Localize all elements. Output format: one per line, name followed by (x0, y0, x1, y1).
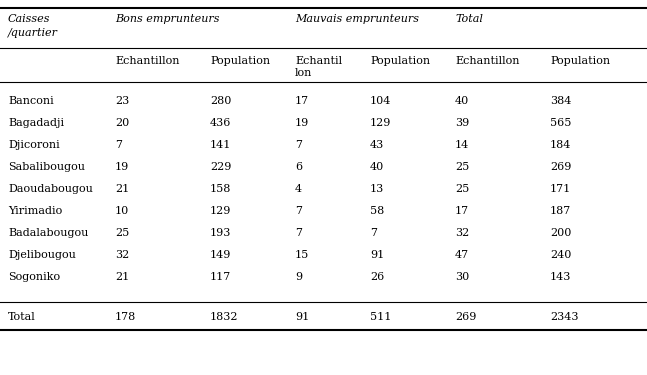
Text: 15: 15 (295, 250, 309, 260)
Text: Echantil: Echantil (295, 56, 342, 66)
Text: 129: 129 (210, 206, 232, 216)
Text: 200: 200 (550, 228, 571, 238)
Text: Mauvais emprunteurs: Mauvais emprunteurs (295, 14, 419, 24)
Text: 141: 141 (210, 140, 232, 150)
Text: 184: 184 (550, 140, 571, 150)
Text: Echantillon: Echantillon (115, 56, 179, 66)
Text: 17: 17 (455, 206, 469, 216)
Text: 6: 6 (295, 162, 302, 172)
Text: 21: 21 (115, 272, 129, 282)
Text: 39: 39 (455, 118, 469, 128)
Text: /quartier: /quartier (8, 28, 58, 38)
Text: 7: 7 (295, 140, 302, 150)
Text: 25: 25 (115, 228, 129, 238)
Text: 9: 9 (295, 272, 302, 282)
Text: 436: 436 (210, 118, 232, 128)
Text: Caisses: Caisses (8, 14, 50, 24)
Text: 187: 187 (550, 206, 571, 216)
Text: 7: 7 (295, 206, 302, 216)
Text: 178: 178 (115, 312, 137, 322)
Text: Population: Population (550, 56, 610, 66)
Text: 26: 26 (370, 272, 384, 282)
Text: 32: 32 (455, 228, 469, 238)
Text: 40: 40 (370, 162, 384, 172)
Text: 10: 10 (115, 206, 129, 216)
Text: 149: 149 (210, 250, 232, 260)
Text: 229: 229 (210, 162, 232, 172)
Text: 19: 19 (115, 162, 129, 172)
Text: 269: 269 (455, 312, 476, 322)
Text: 7: 7 (295, 228, 302, 238)
Text: Total: Total (455, 14, 483, 24)
Text: 240: 240 (550, 250, 571, 260)
Text: 91: 91 (295, 312, 309, 322)
Text: Total: Total (8, 312, 36, 322)
Text: 280: 280 (210, 96, 232, 106)
Text: 47: 47 (455, 250, 469, 260)
Text: Badalabougou: Badalabougou (8, 228, 89, 238)
Text: 7: 7 (115, 140, 122, 150)
Text: 2343: 2343 (550, 312, 578, 322)
Text: 511: 511 (370, 312, 391, 322)
Text: 117: 117 (210, 272, 231, 282)
Text: 19: 19 (295, 118, 309, 128)
Text: Bons emprunteurs: Bons emprunteurs (115, 14, 219, 24)
Text: 25: 25 (455, 162, 469, 172)
Text: 7: 7 (370, 228, 377, 238)
Text: lon: lon (295, 68, 313, 78)
Text: 58: 58 (370, 206, 384, 216)
Text: Banconi: Banconi (8, 96, 54, 106)
Text: 129: 129 (370, 118, 391, 128)
Text: 158: 158 (210, 184, 232, 194)
Text: 14: 14 (455, 140, 469, 150)
Text: 4: 4 (295, 184, 302, 194)
Text: 193: 193 (210, 228, 232, 238)
Text: 32: 32 (115, 250, 129, 260)
Text: 20: 20 (115, 118, 129, 128)
Text: 143: 143 (550, 272, 571, 282)
Text: Bagadadji: Bagadadji (8, 118, 64, 128)
Text: 269: 269 (550, 162, 571, 172)
Text: Population: Population (370, 56, 430, 66)
Text: 384: 384 (550, 96, 571, 106)
Text: Sogoniko: Sogoniko (8, 272, 60, 282)
Text: 1832: 1832 (210, 312, 239, 322)
Text: 17: 17 (295, 96, 309, 106)
Text: Djelibougou: Djelibougou (8, 250, 76, 260)
Text: 30: 30 (455, 272, 469, 282)
Text: Djicoroni: Djicoroni (8, 140, 60, 150)
Text: 21: 21 (115, 184, 129, 194)
Text: Yirimadio: Yirimadio (8, 206, 62, 216)
Text: Daoudabougou: Daoudabougou (8, 184, 93, 194)
Text: Sabalibougou: Sabalibougou (8, 162, 85, 172)
Text: 171: 171 (550, 184, 571, 194)
Text: 40: 40 (455, 96, 469, 106)
Text: 13: 13 (370, 184, 384, 194)
Text: Echantillon: Echantillon (455, 56, 520, 66)
Text: 565: 565 (550, 118, 571, 128)
Text: 25: 25 (455, 184, 469, 194)
Text: 43: 43 (370, 140, 384, 150)
Text: 23: 23 (115, 96, 129, 106)
Text: 91: 91 (370, 250, 384, 260)
Text: 104: 104 (370, 96, 391, 106)
Text: Population: Population (210, 56, 270, 66)
